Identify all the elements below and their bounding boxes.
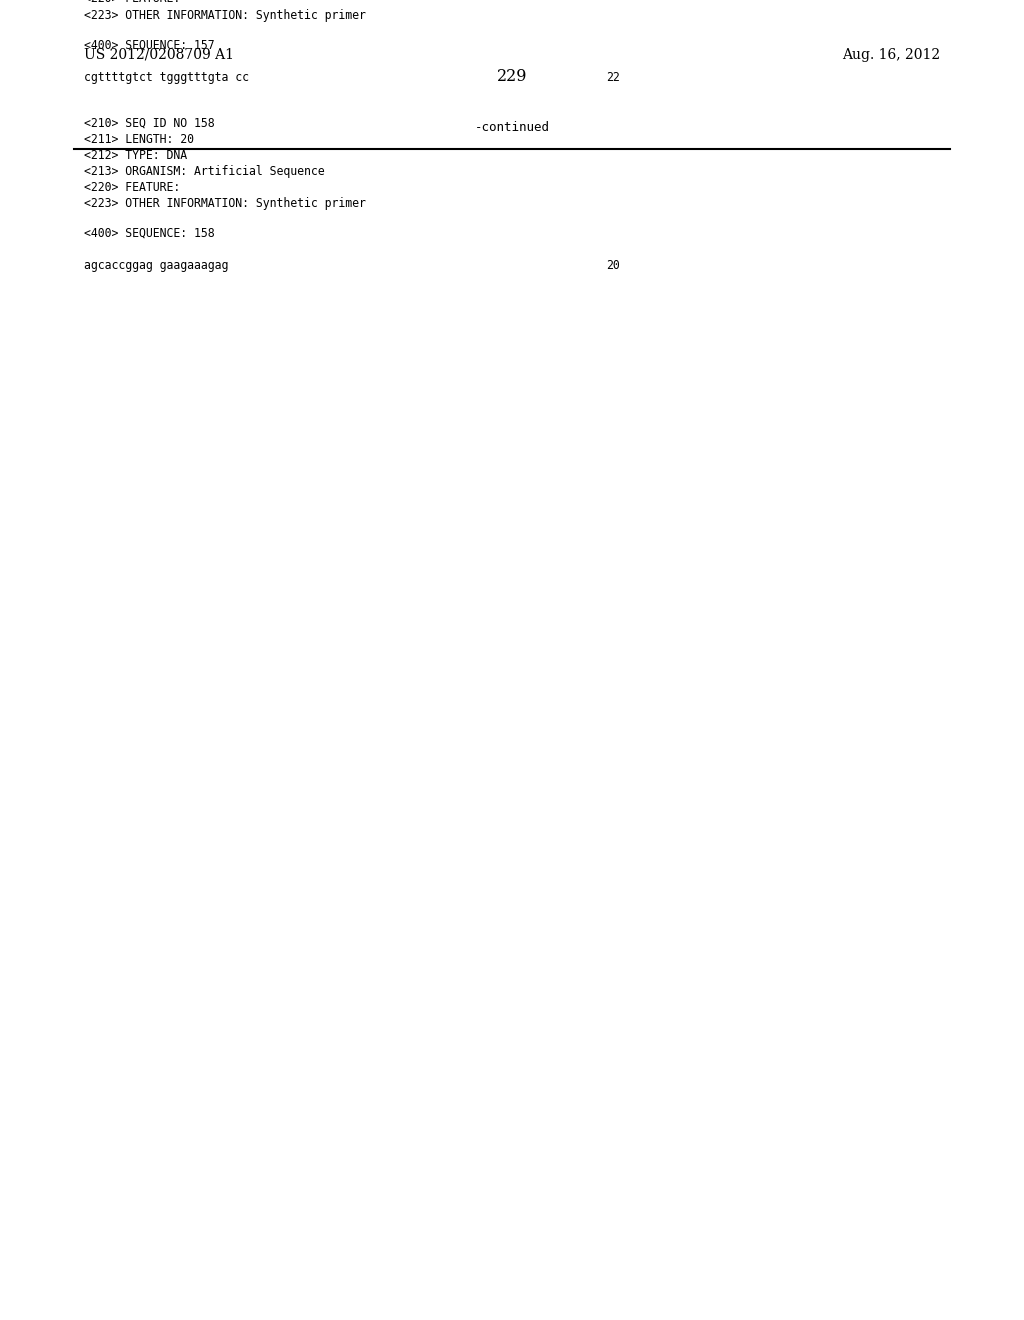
Text: US 2012/0208709 A1: US 2012/0208709 A1 xyxy=(84,48,233,62)
Text: 20: 20 xyxy=(606,259,620,272)
Text: <212> TYPE: DNA: <212> TYPE: DNA xyxy=(84,149,187,162)
Text: <220> FEATURE:: <220> FEATURE: xyxy=(84,0,180,5)
Text: cgttttgtct tgggtttgta cc: cgttttgtct tgggtttgta cc xyxy=(84,70,249,83)
Text: 22: 22 xyxy=(606,70,620,83)
Text: <223> OTHER INFORMATION: Synthetic primer: <223> OTHER INFORMATION: Synthetic prime… xyxy=(84,197,366,210)
Text: <213> ORGANISM: Artificial Sequence: <213> ORGANISM: Artificial Sequence xyxy=(84,165,325,178)
Text: <223> OTHER INFORMATION: Synthetic primer: <223> OTHER INFORMATION: Synthetic prime… xyxy=(84,8,366,21)
Text: <210> SEQ ID NO 158: <210> SEQ ID NO 158 xyxy=(84,116,215,129)
Text: <211> LENGTH: 20: <211> LENGTH: 20 xyxy=(84,132,194,145)
Text: <220> FEATURE:: <220> FEATURE: xyxy=(84,181,180,194)
Text: agcaccggag gaagaaagag: agcaccggag gaagaaagag xyxy=(84,259,228,272)
Text: 229: 229 xyxy=(497,67,527,84)
Text: <400> SEQUENCE: 157: <400> SEQUENCE: 157 xyxy=(84,38,215,51)
Text: <400> SEQUENCE: 158: <400> SEQUENCE: 158 xyxy=(84,227,215,240)
Text: Aug. 16, 2012: Aug. 16, 2012 xyxy=(842,48,940,62)
Text: -continued: -continued xyxy=(474,120,550,133)
